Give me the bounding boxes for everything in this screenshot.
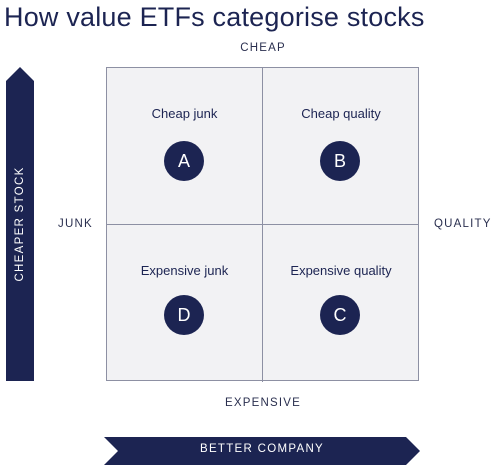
quadrant-label: Expensive quality: [290, 263, 392, 278]
quadrant-cheap-quality: Cheap quality B: [263, 68, 419, 225]
better-company-arrow-label: BETTER COMPANY: [199, 443, 325, 455]
axis-label-expensive: EXPENSIVE: [225, 397, 301, 409]
quadrant-label: Cheap junk: [151, 106, 218, 121]
axis-label-quality: QUALITY: [434, 218, 492, 230]
cheaper-stock-arrow-label: CHEAPER STOCK: [14, 166, 26, 282]
quadrant-badge: C: [320, 295, 360, 335]
axis-label-junk: JUNK: [58, 218, 93, 230]
quadrant-badge: A: [164, 141, 204, 181]
quadrant-expensive-quality: Expensive quality C: [263, 225, 419, 382]
quadrant-badge: D: [164, 295, 204, 335]
axis-label-cheap: CHEAP: [240, 42, 286, 54]
quadrant-grid: Cheap junk A Cheap quality B Expensive j…: [106, 67, 419, 382]
quadrant-label: Cheap quality: [301, 106, 381, 121]
diagram-title: How value ETFs categorise stocks: [4, 2, 425, 32]
quadrant-expensive-junk: Expensive junk D: [107, 225, 263, 382]
vertical-arrow-shape: [6, 67, 34, 381]
quadrant-cheap-junk: Cheap junk A: [107, 68, 263, 225]
horizontal-arrow-shape: [104, 437, 420, 465]
quadrant-badge: B: [320, 141, 360, 181]
quadrant-label: Expensive junk: [140, 263, 229, 278]
